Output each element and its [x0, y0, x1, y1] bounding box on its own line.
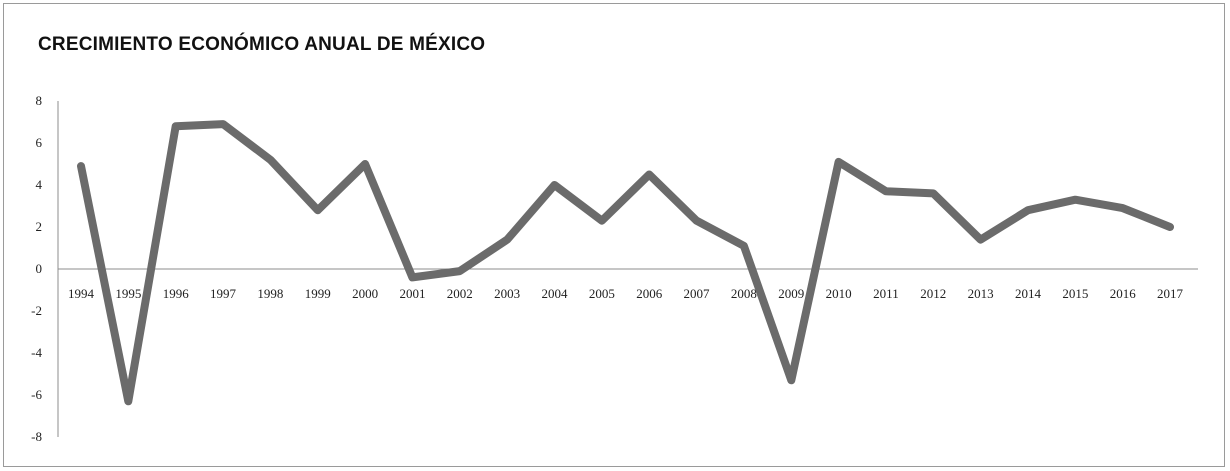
y-axis: -8 -6 -4 -2 0 2 4 6 8 [31, 93, 59, 444]
x-tick-label: 2007 [684, 286, 711, 301]
y-tick-label: -6 [31, 387, 42, 402]
x-tick-label: 2011 [873, 286, 899, 301]
x-tick-label: 2003 [494, 286, 520, 301]
y-tick-label: 8 [36, 93, 43, 108]
y-tick-label: 2 [36, 219, 43, 234]
chart-title: CRECIMIENTO ECONÓMICO ANUAL DE MÉXICO [38, 34, 486, 55]
x-tick-label: 1994 [68, 286, 95, 301]
y-tick-label: 4 [36, 177, 43, 192]
y-tick-label: -4 [31, 345, 42, 360]
x-tick-label: 2009 [778, 286, 804, 301]
x-tick-label: 2000 [352, 286, 378, 301]
x-tick-label: 2017 [1157, 286, 1184, 301]
x-axis: 1994 1995 1996 1997 1998 1999 2000 2001 2002 2003… [58, 268, 1198, 301]
y-tick-label: 0 [36, 261, 43, 276]
x-tick-label: 2001 [399, 286, 425, 301]
x-tick-label: 1998 [257, 286, 283, 301]
series-group [77, 120, 1174, 406]
y-tick-label: 6 [36, 135, 43, 150]
x-tick-label: 1995 [115, 286, 141, 301]
chart-frame [3, 3, 1225, 467]
y-tick-label: -8 [31, 429, 42, 444]
y-tick-label: -2 [31, 303, 42, 318]
x-tick-label: 1999 [305, 286, 331, 301]
x-tick-label: 2014 [1015, 286, 1042, 301]
x-tick-label: 2006 [636, 286, 663, 301]
x-tick-label: 1997 [210, 286, 237, 301]
series-line [77, 120, 1174, 406]
x-tick-label: 2010 [826, 286, 852, 301]
x-tick-label: 2016 [1110, 286, 1137, 301]
x-tick-label: 2002 [447, 286, 473, 301]
x-tick-label: 2012 [920, 286, 946, 301]
x-tick-label: 2015 [1062, 286, 1088, 301]
x-tick-label: 2004 [542, 286, 569, 301]
x-tick-label: 2008 [731, 286, 757, 301]
x-tick-label: 2013 [968, 286, 994, 301]
x-tick-label: 2005 [589, 286, 615, 301]
x-tick-label: 1996 [163, 286, 190, 301]
